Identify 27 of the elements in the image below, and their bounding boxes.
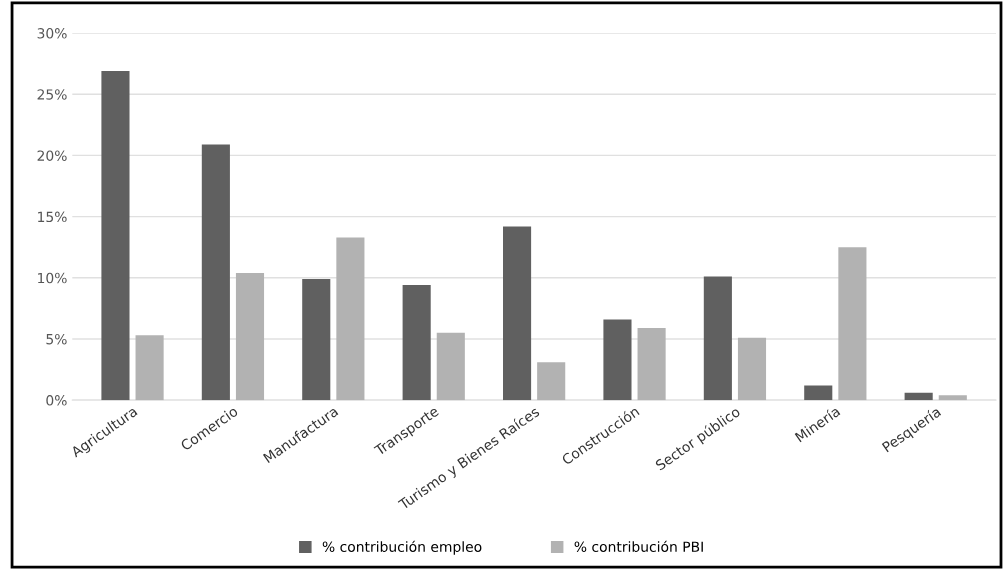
bar xyxy=(938,395,967,401)
y-tick-label: 15% xyxy=(38,211,67,223)
bar xyxy=(302,279,331,401)
bar xyxy=(637,327,666,401)
y-tick-label: 0% xyxy=(46,395,67,406)
bar xyxy=(703,276,732,401)
bar xyxy=(336,237,365,401)
bar xyxy=(503,226,532,401)
bar xyxy=(904,392,933,401)
bar xyxy=(135,335,164,401)
bar xyxy=(235,272,265,401)
bar xyxy=(838,247,867,401)
bar xyxy=(537,362,566,401)
bar xyxy=(402,285,431,401)
y-tick-label: 20% xyxy=(37,150,67,161)
bar xyxy=(101,70,130,401)
bar xyxy=(737,337,767,401)
bar xyxy=(804,385,833,401)
legend-label: % contribución PBI xyxy=(574,540,703,552)
bar xyxy=(201,144,230,401)
y-tick-label: 10% xyxy=(38,272,67,284)
y-tick-label: 5% xyxy=(46,333,67,345)
y-tick-label: 30% xyxy=(37,28,67,39)
bar xyxy=(436,332,465,401)
y-tick-label: 25% xyxy=(37,89,67,100)
bar xyxy=(603,319,632,401)
legend-label: % contribución empleo xyxy=(322,540,482,555)
